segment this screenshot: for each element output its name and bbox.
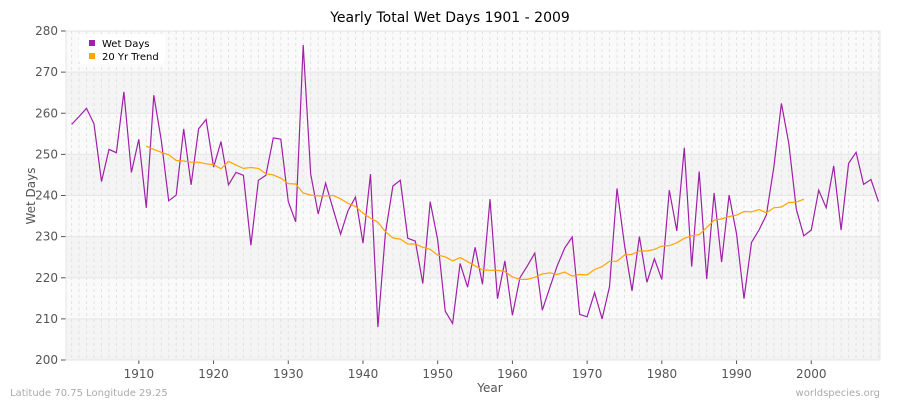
y-tick-label: 260: [35, 106, 58, 120]
y-tick-label: 230: [35, 230, 58, 244]
x-tick-label: 2000: [796, 367, 827, 381]
x-axis-label: Year: [476, 381, 502, 395]
y-tick-label: 240: [35, 189, 58, 203]
plot-border: [65, 30, 881, 361]
y-tick-label: 220: [35, 271, 58, 285]
source-label: worldspecies.org: [796, 388, 880, 399]
grid-band: [66, 31, 880, 73]
x-tick-label: 1940: [348, 367, 379, 381]
x-tick-label: 1970: [572, 367, 603, 381]
y-tick-label: 280: [35, 24, 58, 38]
grid-band: [66, 113, 880, 155]
x-tick-label: 1960: [497, 367, 528, 381]
wet-days-line: [71, 44, 880, 328]
legend-swatch-wet-days: [89, 40, 95, 46]
x-tick-label: 1910: [124, 367, 155, 381]
legend-label-wet-days: Wet Days: [102, 39, 150, 50]
y-tick-label: 210: [35, 312, 58, 326]
trend-line: [146, 145, 805, 280]
y-tick-label: 200: [35, 353, 58, 367]
grid-band: [66, 72, 880, 114]
y-axis-label: Wet Days: [24, 167, 38, 224]
x-tick-label: 1920: [198, 367, 229, 381]
x-tick-label: 1980: [647, 367, 678, 381]
grid-band: [66, 318, 880, 360]
chart-title: Yearly Total Wet Days 1901 - 2009: [329, 10, 570, 26]
legend: Wet Days 20 Yr Trend: [79, 34, 165, 64]
series-lines: [71, 44, 880, 328]
grid-band: [66, 195, 880, 237]
legend-label-trend: 20 Yr Trend: [102, 52, 159, 63]
location-label: Latitude 70.75 Longitude 29.25: [10, 388, 168, 399]
axes: 200 210 220 230 240 250 260 270 280 1910 1920 1930 1…: [35, 24, 881, 381]
y-tick-label: 250: [35, 147, 58, 161]
x-tick-label: 1930: [273, 367, 304, 381]
gridlines: [66, 30, 880, 361]
legend-swatch-trend: [89, 53, 95, 59]
legend-box: [79, 34, 165, 64]
x-tick-label: 1990: [721, 367, 752, 381]
grid-band: [66, 277, 880, 319]
y-tick-label: 270: [35, 65, 58, 79]
x-tick-label: 1950: [422, 367, 453, 381]
